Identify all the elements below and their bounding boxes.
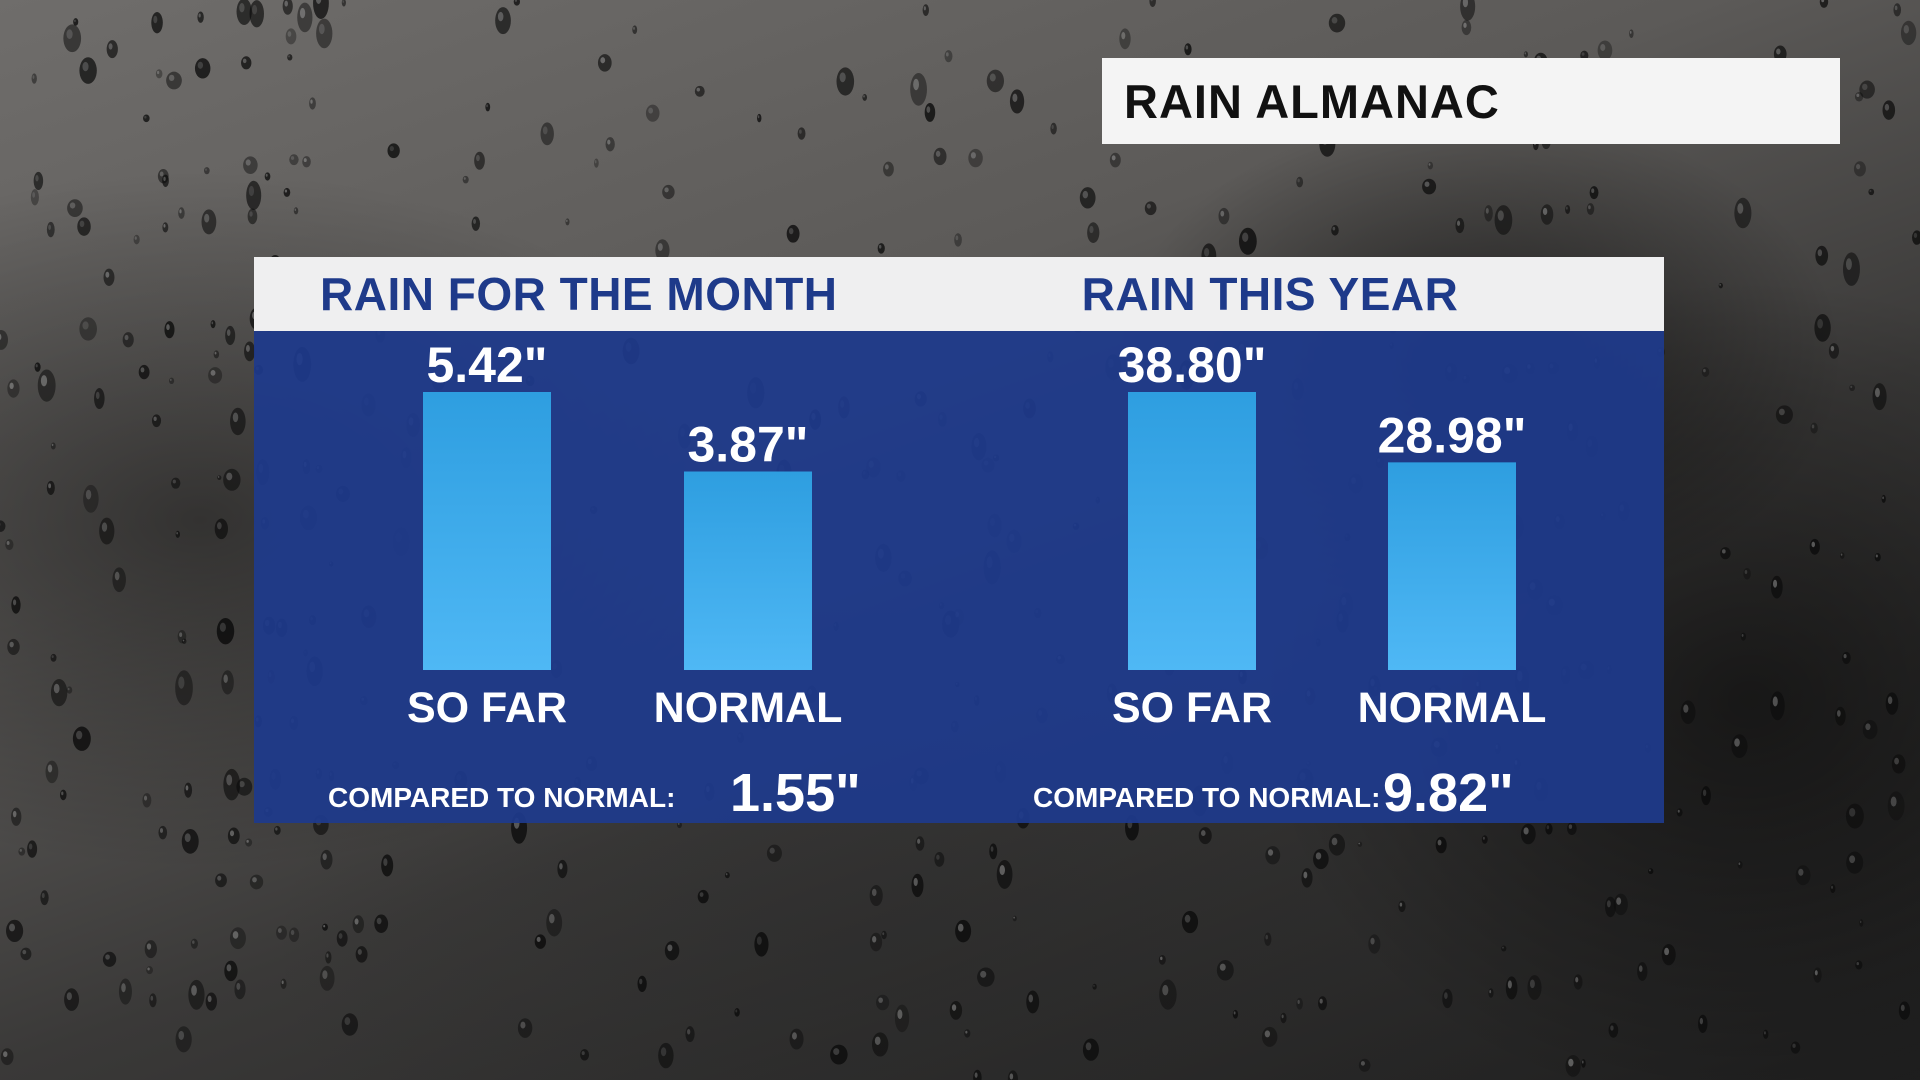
month-so-far-category-label: SO FAR [407, 684, 567, 732]
year-normal-value-label: 28.98" [1378, 407, 1527, 463]
year-comparison-value: 9.82" [1383, 763, 1514, 823]
month-so-far-bar [423, 392, 551, 670]
year-normal-bar [1388, 462, 1516, 670]
bar-charts: 5.42" SO FAR 3.87" NORMAL 38.80" SO FAR 28.98"… [407, 337, 1547, 732]
almanac-panel: RAIN FOR THE MONTH RAIN THIS YEAR 5.42" S… [254, 257, 1664, 823]
month-comparison-value: 1.55" [730, 763, 861, 823]
month-normal-category-label: NORMAL [654, 684, 843, 732]
year-so-far-value-label: 38.80" [1118, 337, 1267, 393]
month-normal-value-label: 3.87" [687, 417, 808, 473]
month-so-far-value-label: 5.42" [426, 337, 547, 393]
month-chart-title: RAIN FOR THE MONTH [320, 268, 838, 320]
year-chart-title: RAIN THIS YEAR [1081, 268, 1459, 320]
year-comparison-label: COMPARED TO NORMAL: [1033, 782, 1381, 813]
year-so-far-bar [1128, 392, 1256, 670]
month-comparison-label: COMPARED TO NORMAL: [328, 782, 676, 813]
panel-header [254, 257, 1664, 331]
page-title: RAIN ALMANAC [1124, 74, 1500, 128]
year-so-far-category-label: SO FAR [1112, 684, 1272, 732]
month-normal-bar [684, 471, 812, 670]
header-title-box: RAIN ALMANAC [1102, 58, 1840, 144]
year-normal-category-label: NORMAL [1358, 684, 1547, 732]
